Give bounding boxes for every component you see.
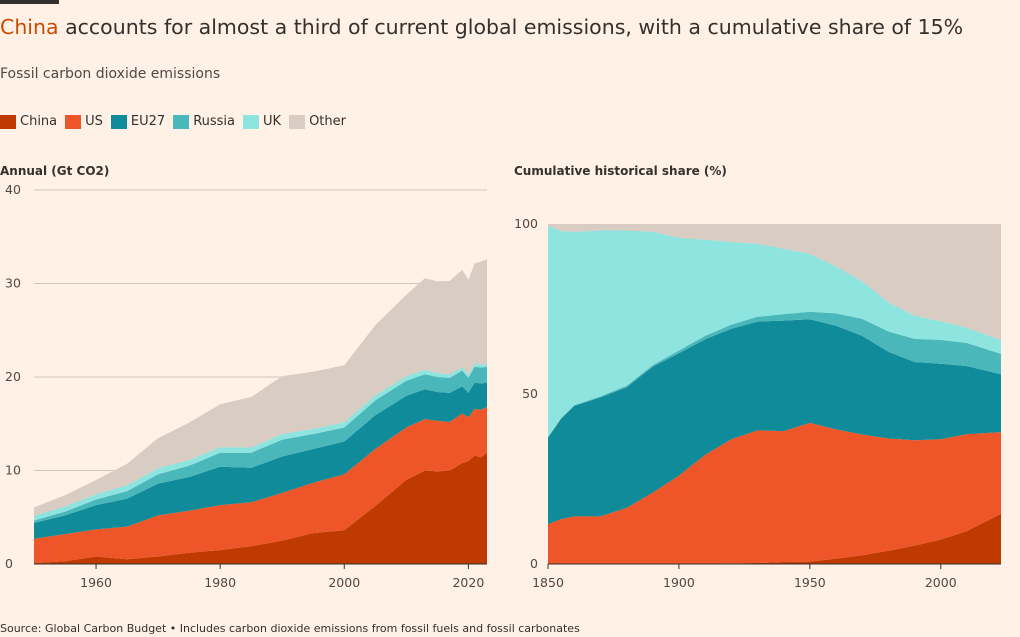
y-tick-label: 10 bbox=[5, 463, 21, 478]
legend-item-russia: Russia bbox=[173, 114, 235, 129]
x-tick-label: 1960 bbox=[80, 575, 112, 590]
area-china bbox=[34, 452, 487, 564]
x-tick-label: 2020 bbox=[452, 575, 484, 590]
title-highlight: China bbox=[0, 15, 59, 39]
y-tick-label: 40 bbox=[5, 182, 21, 197]
y-tick-label: 50 bbox=[522, 386, 538, 401]
y-tick-label: 0 bbox=[530, 556, 538, 571]
legend-swatch-us bbox=[65, 114, 82, 129]
chart-title: China accounts for almost a third of cur… bbox=[0, 15, 963, 39]
x-tick-label: 1950 bbox=[794, 575, 826, 590]
legend-item-china: China bbox=[0, 114, 57, 129]
legend-item-uk: UK bbox=[243, 114, 281, 129]
area-eu27 bbox=[548, 319, 1001, 525]
y-tick-label: 0 bbox=[5, 556, 13, 571]
source-footer: Source: Global Carbon Budget • Includes … bbox=[0, 622, 580, 635]
x-tick-label: 2000 bbox=[925, 575, 957, 590]
legend: China US EU27 Russia UK Other bbox=[0, 114, 354, 129]
legend-item-other: Other bbox=[289, 114, 346, 129]
area-eu27 bbox=[34, 382, 487, 539]
brand-topbar bbox=[0, 0, 59, 4]
legend-swatch-russia bbox=[173, 114, 190, 129]
legend-item-eu27: EU27 bbox=[110, 114, 166, 129]
legend-label: US bbox=[85, 114, 103, 129]
y-tick-label: 100 bbox=[514, 216, 538, 231]
x-tick-label: 2000 bbox=[328, 575, 360, 590]
area-china bbox=[548, 513, 1001, 564]
panel-title: Annual (Gt CO2) bbox=[0, 164, 109, 178]
area-other bbox=[34, 259, 487, 516]
area-russia bbox=[548, 311, 1001, 438]
area-us bbox=[34, 406, 487, 564]
legend-label: China bbox=[20, 114, 58, 129]
title-text: accounts for almost a third of current g… bbox=[58, 15, 964, 39]
area-uk bbox=[548, 225, 1001, 438]
x-tick-label: 1980 bbox=[204, 575, 236, 590]
chart-panel-2: Cumulative historical share (%) 0 50 100 185… bbox=[514, 164, 1001, 590]
y-tick-label: 20 bbox=[5, 369, 21, 384]
legend-label: Russia bbox=[193, 114, 236, 129]
x-tick-label: 1900 bbox=[663, 575, 695, 590]
legend-label: EU27 bbox=[130, 114, 166, 129]
chart-panel-1: Annual (Gt CO2) 0 10 20 30 40 1960 1980 2000 2020 bbox=[0, 164, 487, 590]
legend-swatch-china bbox=[0, 114, 16, 129]
area-other bbox=[548, 224, 1001, 341]
legend-label: Other bbox=[309, 114, 346, 129]
area-uk bbox=[34, 363, 487, 521]
y-tick-label: 30 bbox=[5, 276, 21, 291]
legend-swatch-eu27 bbox=[110, 114, 127, 129]
area-russia bbox=[34, 366, 487, 523]
legend-swatch-uk bbox=[243, 114, 260, 129]
charts-canvas: Annual (Gt CO2) 0 10 20 30 40 1960 1980 2000 2020… bbox=[0, 164, 1001, 590]
chart-subtitle: Fossil carbon dioxide emissions bbox=[0, 66, 221, 82]
legend-label: UK bbox=[263, 114, 282, 129]
legend-item-us: US bbox=[65, 114, 103, 129]
x-tick-label: 1850 bbox=[532, 575, 564, 590]
area-us bbox=[548, 422, 1001, 564]
legend-swatch-other bbox=[289, 114, 306, 129]
panel-title: Cumulative historical share (%) bbox=[514, 164, 727, 178]
